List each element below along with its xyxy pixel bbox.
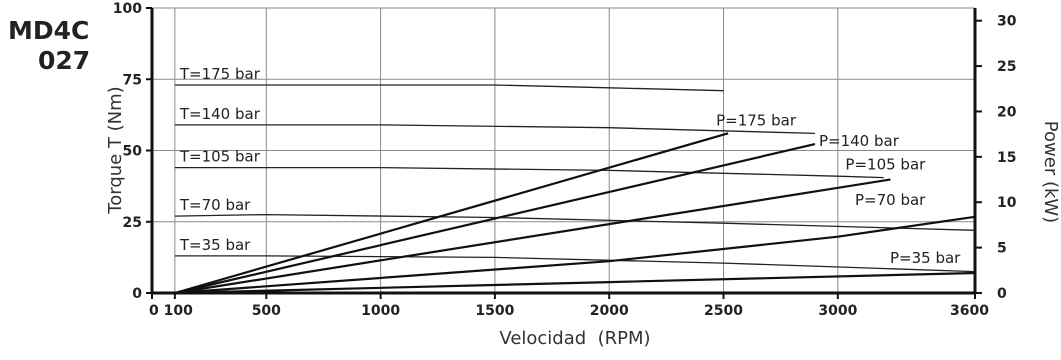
x-tick-label-3600: 3600	[950, 303, 989, 319]
x-tick-label-3000: 3000	[818, 303, 857, 319]
x-tick-label-100: 0 100	[149, 303, 193, 319]
y-right-tick-label-30: 30	[997, 14, 1017, 30]
power-label-p-140-bar: P=140 bar	[819, 132, 900, 150]
power-label-p-35-bar: P=35 bar	[890, 249, 961, 267]
y-left-tick-label-25: 25	[123, 215, 142, 231]
y-right-tick-label-0: 0	[997, 286, 1007, 302]
x-tick-label-500: 500	[252, 303, 281, 319]
y-right-tick-label-10: 10	[997, 195, 1017, 211]
y-right-tick-label-15: 15	[997, 150, 1016, 166]
x-tick-label-2500: 2500	[704, 303, 743, 319]
torque-label-t-35-bar: T=35 bar	[179, 236, 251, 254]
grid	[152, 8, 975, 293]
x-axis-title: Velocidad (RPM)	[499, 328, 650, 349]
torque-label-t-70-bar: T=70 bar	[179, 196, 251, 214]
y-right-tick-label-25: 25	[997, 59, 1016, 75]
power-label-p-70-bar: P=70 bar	[855, 191, 926, 209]
power-label-p-105-bar: P=105 bar	[845, 156, 926, 174]
x-tick-label-2000: 2000	[590, 303, 629, 319]
y-axis-right-title: Power (kW)	[1040, 121, 1061, 223]
torque-label-t-175-bar: T=175 bar	[179, 65, 261, 83]
torque-label-t-140-bar: T=140 bar	[179, 105, 261, 123]
power-line-p-105-bar	[175, 180, 891, 294]
power-line-p-70-bar	[175, 217, 975, 293]
y-left-tick-label-75: 75	[123, 72, 142, 88]
y-left-tick-label-100: 100	[113, 1, 142, 17]
power-label-p-175-bar: P=175 bar	[716, 111, 797, 129]
x-tick-label-1500: 1500	[475, 303, 514, 319]
x-tick-label-1000: 1000	[361, 303, 400, 319]
y-axis-left-title: Torque T (Nm)	[105, 86, 126, 214]
torque-line-t-105-bar	[175, 168, 884, 178]
y-right-tick-label-20: 20	[997, 104, 1017, 120]
power-line-p-35-bar	[175, 273, 975, 293]
y-right-tick-label-5: 5	[997, 241, 1007, 257]
torque-line-t-175-bar	[175, 85, 724, 91]
torque-label-t-105-bar: T=105 bar	[179, 148, 261, 166]
y-left-tick-label-0: 0	[132, 286, 142, 302]
torque-line-t-70-bar	[175, 215, 975, 231]
